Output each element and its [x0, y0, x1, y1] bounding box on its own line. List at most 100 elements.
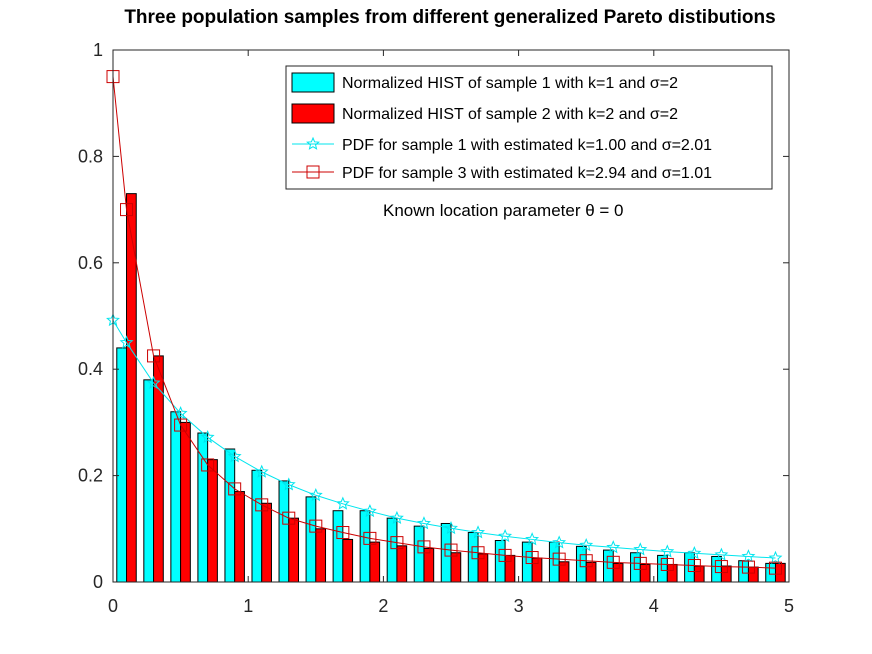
- star-marker: [741, 549, 756, 563]
- bar-series1: [657, 554, 668, 583]
- y-tick-label: 0: [93, 572, 103, 592]
- star-marker: [714, 547, 729, 561]
- star-marker: [471, 525, 485, 539]
- square-marker: [606, 555, 620, 569]
- square-marker: [660, 557, 674, 571]
- star-marker: [146, 375, 161, 389]
- bar-series2: [423, 547, 435, 583]
- square-marker: [120, 203, 134, 217]
- bar-series2: [153, 355, 164, 583]
- bar-series2: [639, 563, 651, 583]
- legend-swatch-sample1: [291, 72, 335, 93]
- square-marker: [147, 349, 161, 363]
- bar-series1: [467, 532, 479, 583]
- square-marker: [741, 560, 755, 574]
- legend-label-sample1-pdf: PDF for sample 1 with estimated k=1.00 a…: [342, 137, 712, 154]
- x-tick-label: 0: [108, 596, 118, 616]
- star-marker: [687, 545, 702, 560]
- star-marker: [119, 335, 134, 349]
- annotation-location-parameter: Known location parameter θ = 0: [383, 201, 624, 220]
- legend-star-marker: [306, 136, 320, 150]
- star-marker: [525, 532, 540, 546]
- square-marker: [282, 511, 296, 525]
- y-tick-label: 0.2: [78, 466, 103, 486]
- axis-ticks: 0 1 2 3 4 5 0 0.2 0.4 0.6 0.8 1: [78, 40, 794, 616]
- bar-series1: [143, 379, 155, 583]
- star-marker: [200, 430, 215, 444]
- bar-series1: [386, 517, 398, 583]
- legend-square-marker: [306, 165, 320, 179]
- lines-layer: [106, 70, 783, 575]
- bar-series1: [738, 560, 749, 583]
- star-marker: [227, 449, 242, 463]
- legend-swatch-sample2: [291, 103, 335, 124]
- bar-series1: [305, 496, 317, 583]
- star-marker: [417, 516, 431, 530]
- square-marker: [498, 548, 512, 562]
- bar-series2: [207, 459, 218, 583]
- square-marker: [444, 543, 458, 557]
- bar-series2: [396, 545, 408, 583]
- star-marker: [335, 496, 350, 510]
- bar-series1: [548, 541, 560, 583]
- bar-series1: [359, 510, 371, 583]
- bar-series1: [197, 432, 209, 583]
- square-marker: [768, 561, 782, 575]
- bar-series2: [585, 561, 597, 583]
- bar-series1: [575, 545, 587, 583]
- square-marker: [579, 554, 593, 568]
- line-series4: [112, 76, 776, 569]
- star-marker: [389, 510, 404, 525]
- bar-series1: [170, 411, 182, 583]
- square-marker: [552, 552, 566, 566]
- x-tick-label: 1: [243, 596, 253, 616]
- bar-series1: [224, 448, 236, 583]
- square-marker: [255, 498, 269, 512]
- bar-series2: [342, 538, 354, 583]
- bar-series1: [332, 510, 344, 583]
- star-marker: [254, 464, 269, 478]
- star-marker: [308, 487, 323, 502]
- star-marker: [768, 550, 783, 564]
- square-marker: [687, 559, 701, 573]
- square-marker: [201, 458, 215, 472]
- bar-series2: [774, 562, 786, 583]
- star-marker: [633, 542, 648, 556]
- bar-series2: [666, 563, 678, 583]
- bar-series1: [251, 469, 263, 583]
- bar-series2: [477, 553, 489, 583]
- star-marker: [552, 535, 567, 549]
- bar-series2: [747, 566, 759, 583]
- square-marker: [390, 536, 404, 550]
- bar-series1: [521, 541, 533, 583]
- star-marker: [498, 528, 513, 543]
- y-tick-label: 1: [93, 40, 103, 60]
- y-tick-label: 0.8: [78, 146, 103, 166]
- x-tick-label: 5: [784, 596, 794, 616]
- bar-series2: [693, 565, 705, 583]
- legend-label-sample1-hist: Normalized HIST of sample 1 with k=1 and…: [342, 75, 678, 92]
- bar-series2: [261, 502, 272, 583]
- legend-label-sample3-pdf: PDF for sample 3 with estimated k=2.94 a…: [342, 165, 712, 182]
- square-marker: [174, 418, 188, 432]
- bar-series1: [278, 480, 290, 583]
- star-marker: [362, 503, 377, 518]
- star-marker: [173, 406, 188, 420]
- x-tick-label: 3: [514, 596, 524, 616]
- plot-frame: [112, 49, 790, 583]
- bar-series2: [504, 554, 516, 583]
- bar-series2: [180, 421, 191, 583]
- bar-series2: [234, 491, 245, 583]
- star-marker: [606, 540, 621, 554]
- bar-series2: [612, 562, 624, 583]
- chart-title: Three population samples from different …: [124, 7, 775, 28]
- square-marker: [525, 551, 539, 565]
- bar-series2: [720, 565, 732, 583]
- square-marker: [309, 519, 323, 533]
- bar-series1: [765, 562, 776, 583]
- bar-series2: [531, 557, 543, 583]
- legend-box: [285, 65, 773, 190]
- x-tick-label: 2: [378, 596, 388, 616]
- bar-series2: [369, 541, 381, 583]
